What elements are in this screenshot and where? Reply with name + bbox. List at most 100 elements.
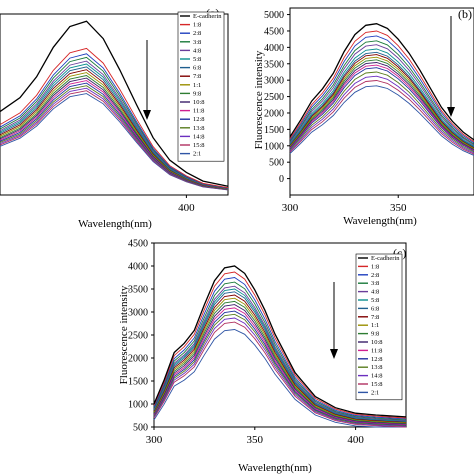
panel-c-series-9-8 xyxy=(153,300,407,424)
panel-b-x-tick-label: 350 xyxy=(390,202,407,214)
panel-a-legend-label: 14:8 xyxy=(193,133,205,140)
panel-a-legend: E-cadherin 1:82:8 3:84:8 5:8 6:87:8 1:19:8 10:… xyxy=(177,11,225,162)
panel-b-series-1-1 xyxy=(289,56,474,149)
panel-a-series-1-8 xyxy=(0,47,229,189)
panel-c-series-4-8 xyxy=(153,285,407,421)
panel-b-series-6-8 xyxy=(289,51,474,148)
panel-a-x-axis-label: Wavelength(nm) xyxy=(78,218,152,230)
panel-c-legend-label: 5:8 xyxy=(371,297,379,304)
panel-c-x-tick-label: 400 xyxy=(347,434,364,446)
panel-c-x-axis-label: Wavelength(nm) xyxy=(238,462,312,474)
panel-c-series-10-8 xyxy=(153,304,407,425)
panel-c-legend-label: 13:8 xyxy=(371,364,383,371)
panel-a-legend-label: 1:8 xyxy=(193,22,201,29)
panel-b-y-tick-label: 4500 xyxy=(264,26,284,37)
panel-c-series-1-1 xyxy=(153,297,407,424)
panel-c-series-e-cadherin xyxy=(153,265,407,418)
panel-c-series-7-8 xyxy=(153,294,407,423)
panel-a-legend-label: 11:8 xyxy=(193,108,204,115)
panel-c-series-12-8 xyxy=(153,310,407,426)
panel-c-series-14-8 xyxy=(153,317,407,427)
panel-a-legend-label: E-cadherin xyxy=(193,13,222,20)
panel-a-legend-label: 13:8 xyxy=(193,125,205,132)
panel-a-legend-label: 2:1 xyxy=(193,151,201,158)
panel-c-series-3-8 xyxy=(153,281,407,421)
panel-c-y-tick-label: 2000 xyxy=(128,354,148,365)
panel-b-series-1-8 xyxy=(289,30,474,143)
panel-c-y-tick-label: 1500 xyxy=(128,377,148,388)
panel-b-series-3-8 xyxy=(289,40,474,145)
panel-a-legend-label: 6:8 xyxy=(193,65,201,72)
panel-b-series-7-8 xyxy=(289,54,474,148)
panel-c-legend-label: E-cadherin xyxy=(371,255,400,262)
panel-b-y-tick-label: 0 xyxy=(279,174,284,185)
panel-c-legend-label: 7:8 xyxy=(371,314,379,321)
panel-c-series-6-8 xyxy=(153,291,407,422)
panel-b: (b) Wavelength(nm) Fluorescence intensit… xyxy=(253,7,474,227)
panel-a-series-2-8 xyxy=(0,53,229,189)
panel-a-legend-label: 10:8 xyxy=(193,99,205,106)
panel-c-legend-label: 3:8 xyxy=(371,280,379,287)
panel-a-legend-label: 5:8 xyxy=(193,56,201,63)
panel-a-legend-label: 15:8 xyxy=(193,142,205,149)
panel-c-legend-label: 14:8 xyxy=(371,373,383,380)
panel-b-y-tick-label: 1000 xyxy=(264,141,284,152)
panel-a-ticks: 400 xyxy=(178,195,195,214)
panel-b-series-12-8 xyxy=(289,67,474,152)
panel-b-y-tick-label: 2000 xyxy=(264,108,284,119)
panel-c-y-tick-label: 4000 xyxy=(128,262,148,273)
panel-c-legend-label: 2:8 xyxy=(371,272,379,279)
panel-c-series-2-8 xyxy=(153,277,407,420)
panel-b-series-15-8 xyxy=(289,80,474,155)
panel-c-y-axis-label: Fluorescence intensity xyxy=(118,285,130,384)
panel-c-trend-arrow xyxy=(330,282,338,359)
panel-b-x-tick-label: 300 xyxy=(282,202,299,214)
panel-a-legend-label: 3:8 xyxy=(193,39,201,46)
panel-c-y-tick-label: 3500 xyxy=(128,285,148,296)
panel-b-x-axis-label: Wavelength(nm) xyxy=(343,215,417,227)
panel-b-y-axis-label: Fluorescence intensity xyxy=(253,50,265,149)
panel-c-series-5-8 xyxy=(153,288,407,422)
panel-b-series-13-8 xyxy=(289,71,474,153)
panel-c-x-tick-label: 350 xyxy=(247,434,264,446)
panel-b-y-tick-label: 3500 xyxy=(264,59,284,70)
panel-b-y-tick-label: 1500 xyxy=(264,125,284,136)
panel-b-y-tick-label: 3000 xyxy=(264,76,284,87)
panel-c-curves xyxy=(153,265,407,428)
panel-c-legend-label: 10:8 xyxy=(371,339,383,346)
panel-b-series-2-8 xyxy=(289,35,474,144)
panel-c-ticks: 300 350 400 500 1000 1500 2000 2500 3000 3500 4000… xyxy=(128,239,364,447)
panel-b-y-tick-label: 500 xyxy=(269,158,284,169)
panel-c-y-tick-label: 2500 xyxy=(128,331,148,342)
panel-c-legend-label: 1:1 xyxy=(371,322,379,329)
panel-a: (a) Wavelength(nm) E-cadherin1:82:83:84:… xyxy=(0,6,229,230)
panel-a-legend-label: 7:8 xyxy=(193,73,201,80)
panel-a-x-tick-label: 400 xyxy=(178,202,195,214)
panel-c-legend-label: 2:1 xyxy=(371,389,379,396)
panel-b-frame xyxy=(289,7,474,196)
panel-c: (c) Wavelength(nm) Fluorescence intensit… xyxy=(118,239,407,474)
panel-b-curves xyxy=(289,23,474,156)
panel-a-series-e-cadherin xyxy=(0,20,229,187)
panel-b-y-tick-label: 4000 xyxy=(264,43,284,54)
panel-b-series-11-8 xyxy=(289,64,474,151)
panel-b-label: (b) xyxy=(458,7,472,21)
panel-b-y-tick-label: 5000 xyxy=(264,10,284,21)
panel-c-x-tick-label: 300 xyxy=(146,434,163,446)
panel-a-legend-label: 12:8 xyxy=(193,116,205,123)
panel-a-frame xyxy=(0,13,229,196)
panel-a-legend-label: 9:8 xyxy=(193,90,201,97)
panel-c-y-tick-label: 4500 xyxy=(128,239,148,250)
panel-a-trend-arrow xyxy=(143,40,151,120)
panel-a-series-3-8 xyxy=(0,56,229,189)
panel-a-legend-label: 1:1 xyxy=(193,82,201,89)
panel-c-legend-label: 11:8 xyxy=(371,347,382,354)
panel-c-legend-label: 12:8 xyxy=(371,356,383,363)
panel-b-series-e-cadherin xyxy=(289,23,474,141)
panel-c-series-2-1 xyxy=(153,329,406,428)
panel-b-y-tick-label: 2500 xyxy=(264,92,284,103)
panel-c-legend-label: 1:8 xyxy=(371,263,379,270)
panel-b-trend-arrow xyxy=(447,16,455,117)
